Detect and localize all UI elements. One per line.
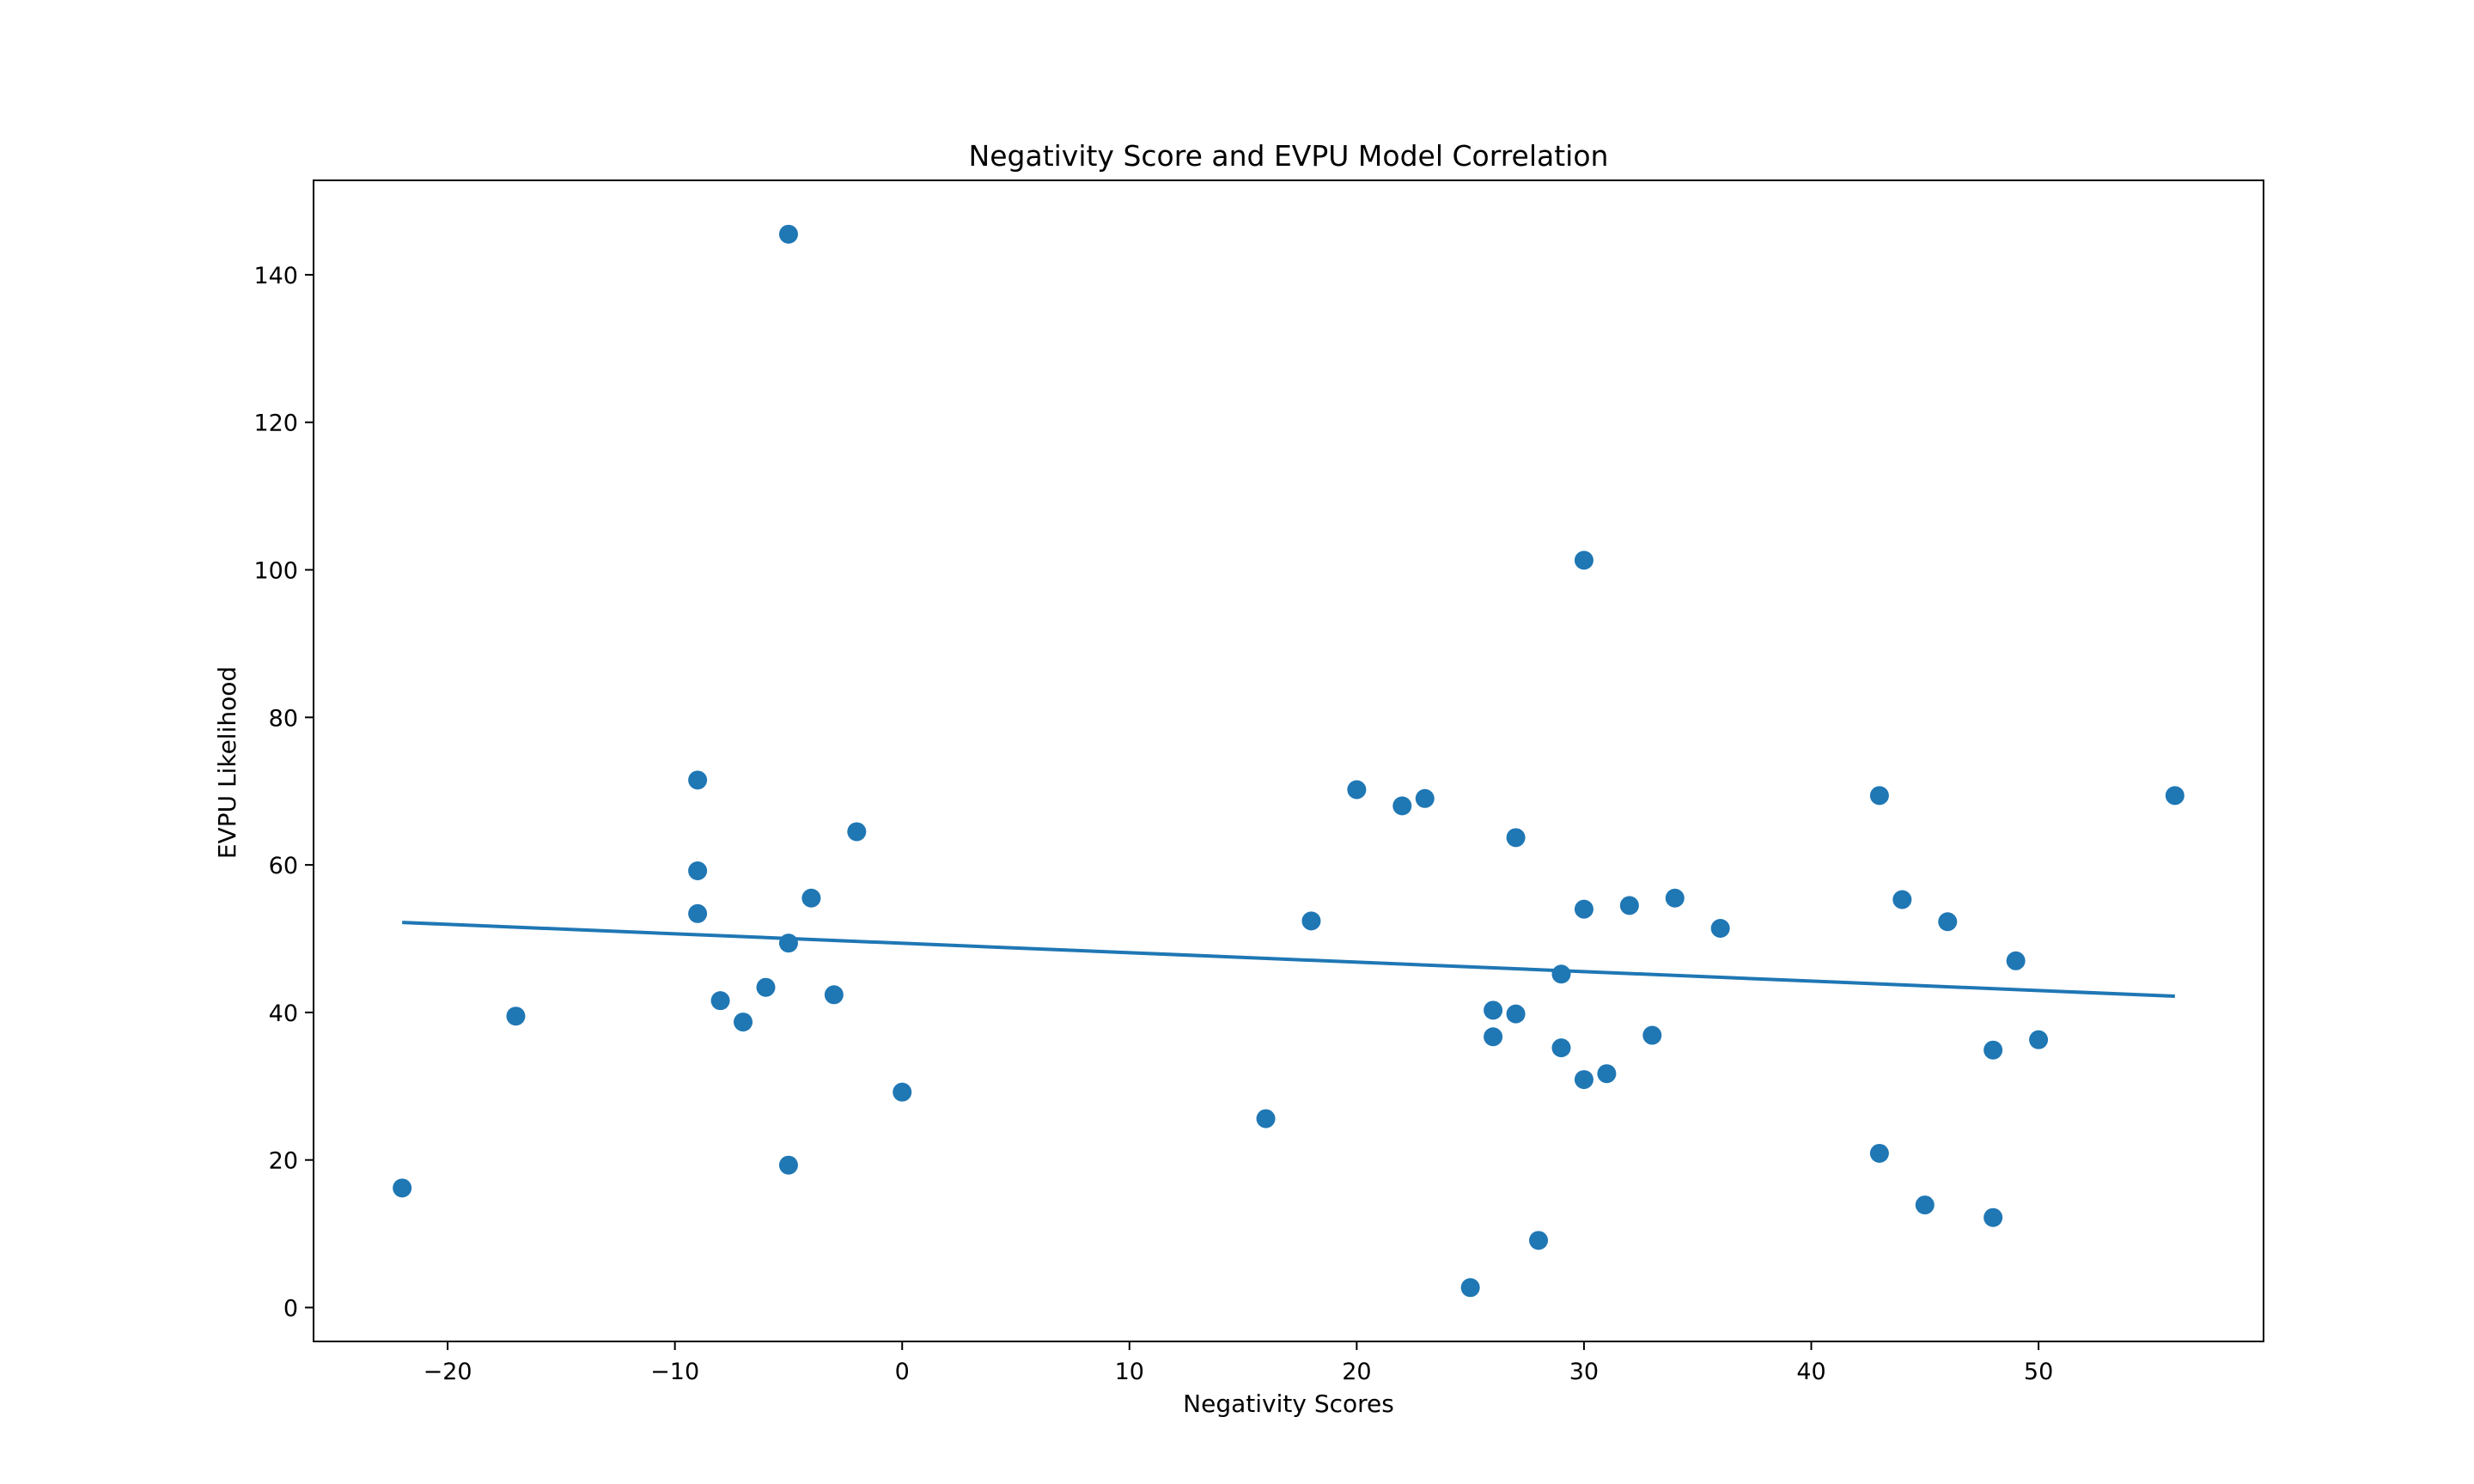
data-point [1301,911,1321,931]
y-axis-label: EVPU Likelihood [213,666,241,859]
data-point [1529,1231,1549,1250]
y-tick-group: 0 20 40 60 80 100 120 140 [253,263,314,1322]
data-point [506,1007,526,1026]
x-axis-label: Negativity Scores [1183,1390,1394,1418]
data-point [1506,828,1526,848]
data-point [1460,1278,1480,1298]
x-tick-group: −20 −10 0 10 20 30 40 50 [424,1341,2053,1385]
data-point [778,1155,798,1175]
data-point [734,1013,753,1032]
data-point [1710,918,1730,938]
y-tick-label: 20 [269,1148,298,1175]
x-tick-label: 20 [1342,1359,1371,1385]
data-point [1983,1040,2003,1060]
data-point [1665,888,1685,908]
data-point [710,991,730,1011]
data-point [1551,1038,1571,1058]
data-point [1484,1027,1503,1047]
data-point [801,888,821,908]
data-point [688,861,708,880]
y-tick-label: 40 [269,1000,298,1027]
data-point [893,1082,912,1102]
data-point [688,903,708,923]
data-point [1506,1004,1526,1024]
data-point [1415,788,1435,808]
x-tick-label: 0 [895,1359,910,1385]
data-point [778,224,798,244]
data-point [1574,1070,1593,1090]
data-point [1484,1000,1503,1020]
data-point [1869,786,1889,806]
data-point [824,985,844,1005]
data-point [1892,890,1912,909]
data-point [1619,896,1639,915]
x-tick-label: 50 [2024,1359,2053,1385]
data-point [1915,1195,1935,1215]
y-tick-label: 120 [253,411,298,437]
data-point [393,1178,412,1198]
data-point [756,977,776,997]
data-point [2165,786,2185,806]
data-point [1551,964,1571,984]
data-point [1347,780,1367,800]
trendline [402,921,2175,999]
data-point [1938,912,1958,932]
x-tick-label: −20 [424,1359,472,1385]
data-point [847,822,867,842]
y-tick-label: 140 [253,263,298,289]
y-tick-label: 100 [253,558,298,585]
chart-title: Negativity Score and EVPU Model Correlat… [969,139,1609,173]
y-tick-label: 0 [283,1295,298,1322]
data-point [2029,1030,2049,1049]
data-point [1642,1025,1662,1045]
data-point [2006,951,2026,970]
data-point [1392,796,1412,816]
data-point [1574,899,1593,919]
axes-frame [313,179,2264,1342]
data-point [1256,1109,1276,1128]
data-point [1574,550,1593,570]
x-tick-label: 10 [1115,1359,1144,1385]
data-point [688,770,708,790]
y-tick-label: 60 [269,853,298,879]
data-point [1597,1064,1617,1084]
y-tick-label: 80 [269,705,298,732]
x-tick-label: 30 [1569,1359,1599,1385]
x-tick-label: −10 [650,1359,699,1385]
data-point [1983,1207,2003,1227]
plot-area [393,224,2185,1298]
x-tick-label: 40 [1796,1359,1825,1385]
data-point [778,934,798,953]
data-point [1869,1143,1889,1163]
